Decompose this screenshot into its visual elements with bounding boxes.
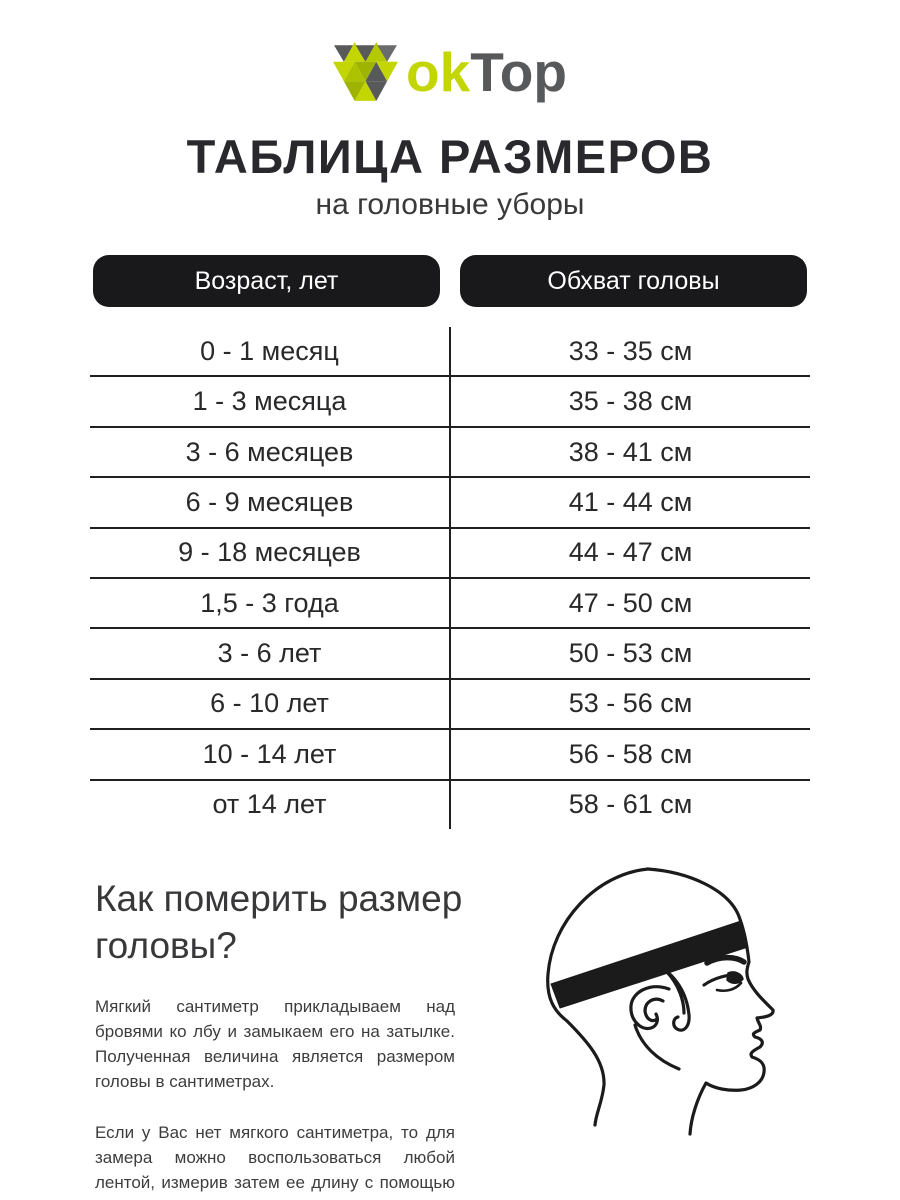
- hair-curl-inner: [665, 970, 686, 1015]
- size-cell: 53 - 56 см: [568, 688, 693, 719]
- table-row: 1,5 - 3 года 47 - 50 см: [90, 579, 810, 630]
- size-cell: 33 - 35 см: [568, 335, 693, 366]
- measure-paragraph-1: Мягкий сантиметр прикладываем над бровям…: [95, 996, 455, 1091]
- face-profile-line: [646, 867, 775, 1136]
- age-cell: от 14 лет: [90, 780, 451, 829]
- brand-logo: okTop: [0, 0, 900, 102]
- page-title: ТАБЛИЦА РАЗМЕРОВ: [186, 130, 714, 183]
- age-cell: 3 - 6 месяцев: [90, 427, 451, 477]
- size-cell: 41 - 44 см: [568, 486, 693, 517]
- ear-inner-line: [643, 997, 665, 1023]
- table-row: 6 - 9 месяцев 41 - 44 см: [90, 478, 810, 529]
- size-cell: 47 - 50 см: [568, 587, 693, 618]
- table-header-row: Возраст, лет Обхват головы: [0, 255, 900, 308]
- table-row: 6 - 10 лет 53 - 56 см: [90, 679, 810, 731]
- age-cell: 6 - 10 лет: [90, 679, 451, 729]
- size-cell: 35 - 38 см: [568, 386, 693, 417]
- size-table-body: 0 - 1 месяц 33 - 35 см 1 - 3 месяца 35 -…: [90, 327, 810, 829]
- age-cell: 10 - 14 лет: [90, 730, 451, 779]
- age-cell: 9 - 18 месяцев: [90, 528, 451, 577]
- table-row: 3 - 6 лет 50 - 53 см: [90, 629, 810, 680]
- brand-wordmark: okTop: [406, 44, 567, 100]
- triangle-heart-logo-icon: [333, 42, 399, 101]
- table-row: от 14 лет 58 - 61 см: [90, 780, 810, 829]
- ear-outline: [629, 985, 671, 1031]
- age-column-header: Возраст, лет: [93, 255, 440, 308]
- table-row: 9 - 18 месяцев 44 - 47 см: [90, 528, 810, 579]
- age-cell: 0 - 1 месяц: [90, 327, 451, 376]
- measure-heading: Как померить размер головы?: [95, 877, 463, 966]
- size-cell: 50 - 53 см: [568, 638, 693, 669]
- size-cell: 56 - 58 см: [568, 738, 693, 769]
- table-row: 10 - 14 лет 56 - 58 см: [90, 730, 810, 781]
- age-cell: 1,5 - 3 года: [90, 579, 451, 628]
- circumference-column-header: Обхват головы: [460, 255, 807, 308]
- page-subtitle: на головные уборы: [315, 188, 585, 222]
- age-cell: 3 - 6 лет: [90, 629, 451, 678]
- eyebrow: [704, 954, 747, 966]
- eye-iris: [726, 971, 744, 984]
- head-profile-illustration: [546, 867, 775, 1136]
- table-row: 0 - 1 месяц 33 - 35 см: [90, 327, 810, 378]
- age-cell: 6 - 9 месяцев: [90, 478, 451, 527]
- brand-wordmark-top: Top: [470, 40, 567, 103]
- skull-back-line: [546, 867, 650, 1127]
- jaw-line: [633, 1023, 681, 1071]
- size-cell: 58 - 61 см: [568, 789, 693, 820]
- age-cell: 1 - 3 месяца: [90, 377, 451, 426]
- measure-paragraph-2: Если у Вас нет мягкого сантиметра, то дл…: [95, 1122, 455, 1200]
- table-row: 3 - 6 месяцев 38 - 41 см: [90, 427, 810, 479]
- size-cell: 44 - 47 см: [568, 537, 693, 568]
- eye-lower-lid: [715, 981, 743, 993]
- size-cell: 38 - 41 см: [568, 436, 693, 467]
- measuring-band: [550, 920, 749, 1009]
- hair-curl-outer: [652, 961, 691, 1032]
- table-row: 1 - 3 месяца 35 - 38 см: [90, 377, 810, 428]
- brand-wordmark-ok: ok: [406, 40, 471, 103]
